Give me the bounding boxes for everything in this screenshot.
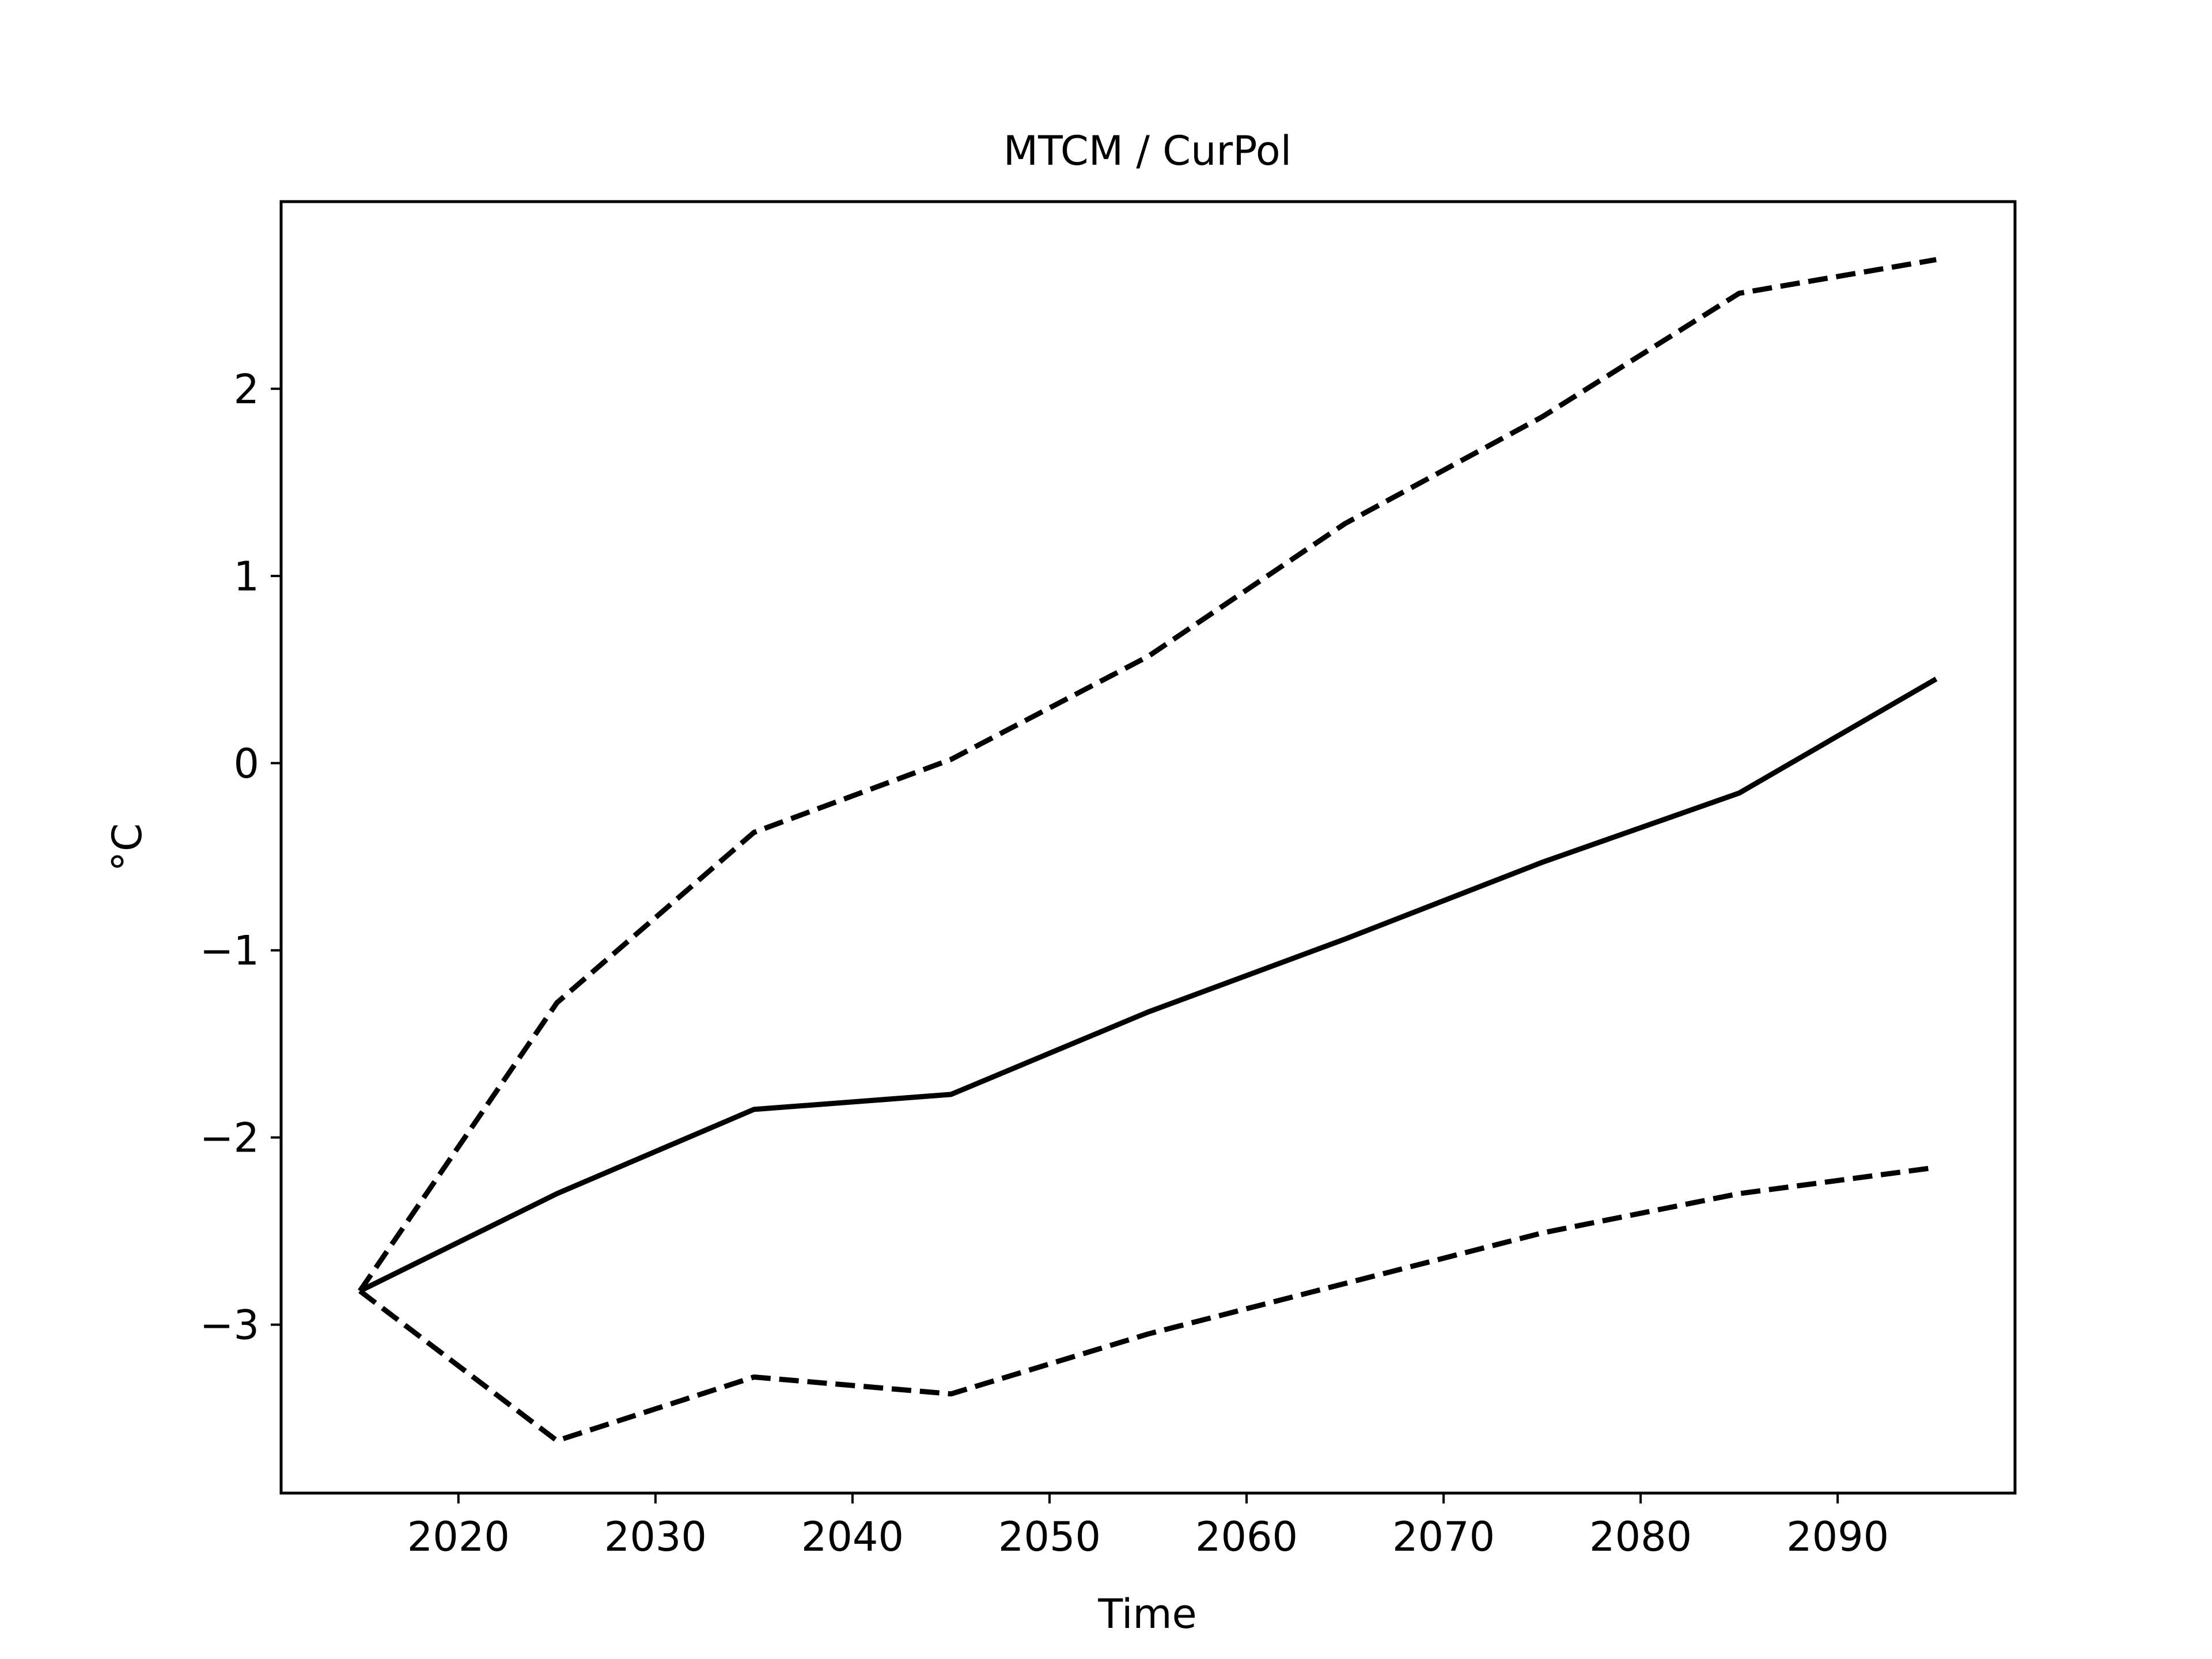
x-tick-label: 2060 (1195, 1513, 1298, 1560)
x-tick-label: 2090 (1786, 1513, 1889, 1560)
y-tick-label: 1 (233, 553, 259, 600)
series-lower-bound-line (358, 1165, 1937, 1444)
x-tick-label: 2030 (604, 1513, 707, 1560)
y-tick-label: −3 (200, 1302, 259, 1349)
y-tick-label: −1 (200, 927, 259, 975)
chart-title: MTCM / CurPol (1003, 127, 1291, 175)
x-axis-ticks: 2020 2030 2040 2050 2060 2070 2080 2090 (407, 1493, 1889, 1560)
x-tick-label: 2080 (1589, 1513, 1692, 1560)
y-tick-label: 2 (233, 366, 259, 413)
series-upper-bound-line (358, 257, 1937, 1293)
x-tick-label: 2040 (801, 1513, 904, 1560)
y-axis-label: °C (104, 823, 151, 872)
y-axis-ticks: −3 −2 −1 0 1 2 (200, 366, 281, 1349)
y-tick-label: 0 (233, 740, 259, 787)
x-axis-label: Time (1097, 1590, 1196, 1638)
y-tick-label: −2 (200, 1115, 259, 1162)
x-tick-label: 2020 (407, 1513, 510, 1560)
x-tick-label: 2050 (998, 1513, 1101, 1560)
series-central-line (358, 676, 1938, 1294)
plot-area-frame (279, 200, 2017, 1495)
series-layer (358, 257, 1938, 1444)
x-tick-label: 2070 (1392, 1513, 1495, 1560)
